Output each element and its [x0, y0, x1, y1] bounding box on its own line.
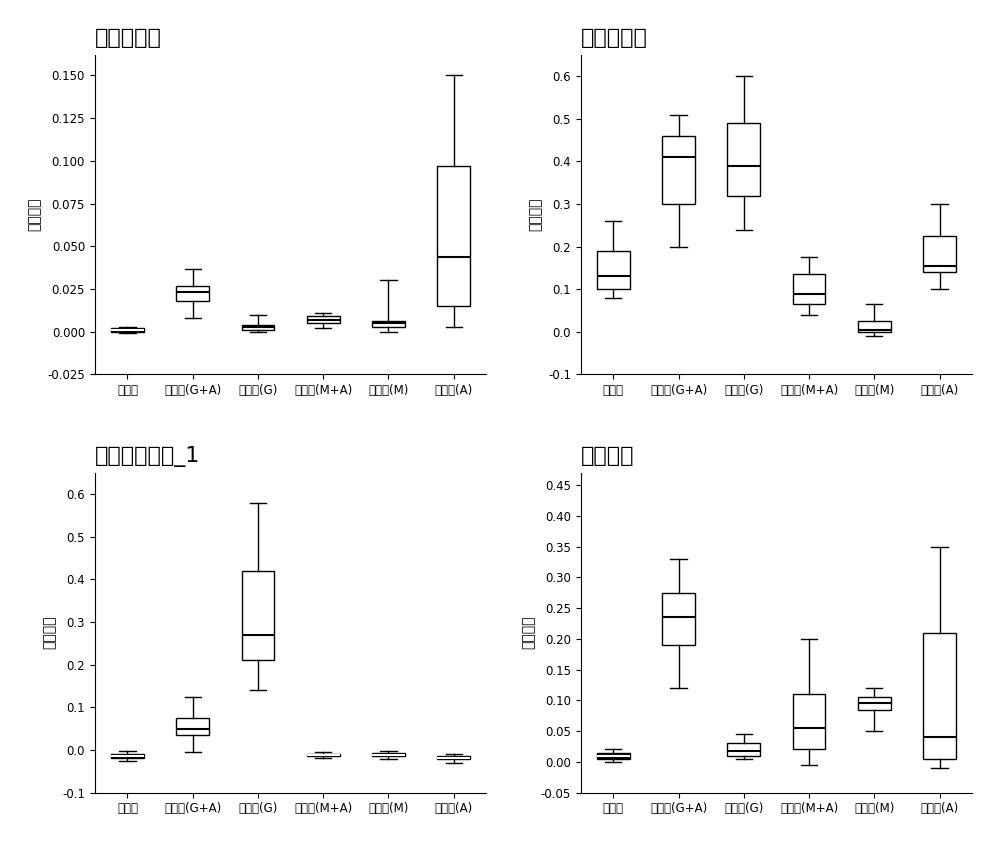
PathPatch shape — [793, 694, 825, 749]
Y-axis label: 序列比例: 序列比例 — [28, 198, 42, 232]
PathPatch shape — [923, 633, 956, 759]
PathPatch shape — [662, 593, 695, 645]
PathPatch shape — [372, 321, 405, 326]
PathPatch shape — [372, 754, 405, 756]
PathPatch shape — [242, 325, 274, 330]
PathPatch shape — [437, 756, 470, 760]
Text: 艾克曼菌属: 艾克曼菌属 — [95, 28, 162, 48]
PathPatch shape — [662, 136, 695, 204]
PathPatch shape — [307, 754, 340, 756]
Text: 产丁酸梭菌科_1: 产丁酸梭菌科_1 — [95, 446, 200, 467]
PathPatch shape — [923, 236, 956, 272]
PathPatch shape — [242, 571, 274, 660]
PathPatch shape — [727, 123, 760, 196]
PathPatch shape — [597, 251, 630, 289]
Text: 双歧杆菌科: 双歧杆菌科 — [581, 28, 648, 48]
PathPatch shape — [793, 274, 825, 304]
Y-axis label: 序列比例: 序列比例 — [43, 616, 57, 649]
PathPatch shape — [111, 754, 144, 758]
PathPatch shape — [176, 286, 209, 301]
PathPatch shape — [111, 328, 144, 332]
Y-axis label: 序列比例: 序列比例 — [521, 616, 535, 649]
PathPatch shape — [176, 718, 209, 735]
Text: 乳杆菌科: 乳杆菌科 — [581, 446, 634, 466]
PathPatch shape — [437, 166, 470, 306]
PathPatch shape — [597, 753, 630, 759]
PathPatch shape — [727, 744, 760, 755]
Y-axis label: 序列比例: 序列比例 — [528, 198, 542, 232]
PathPatch shape — [307, 316, 340, 323]
PathPatch shape — [858, 321, 891, 332]
PathPatch shape — [858, 697, 891, 710]
